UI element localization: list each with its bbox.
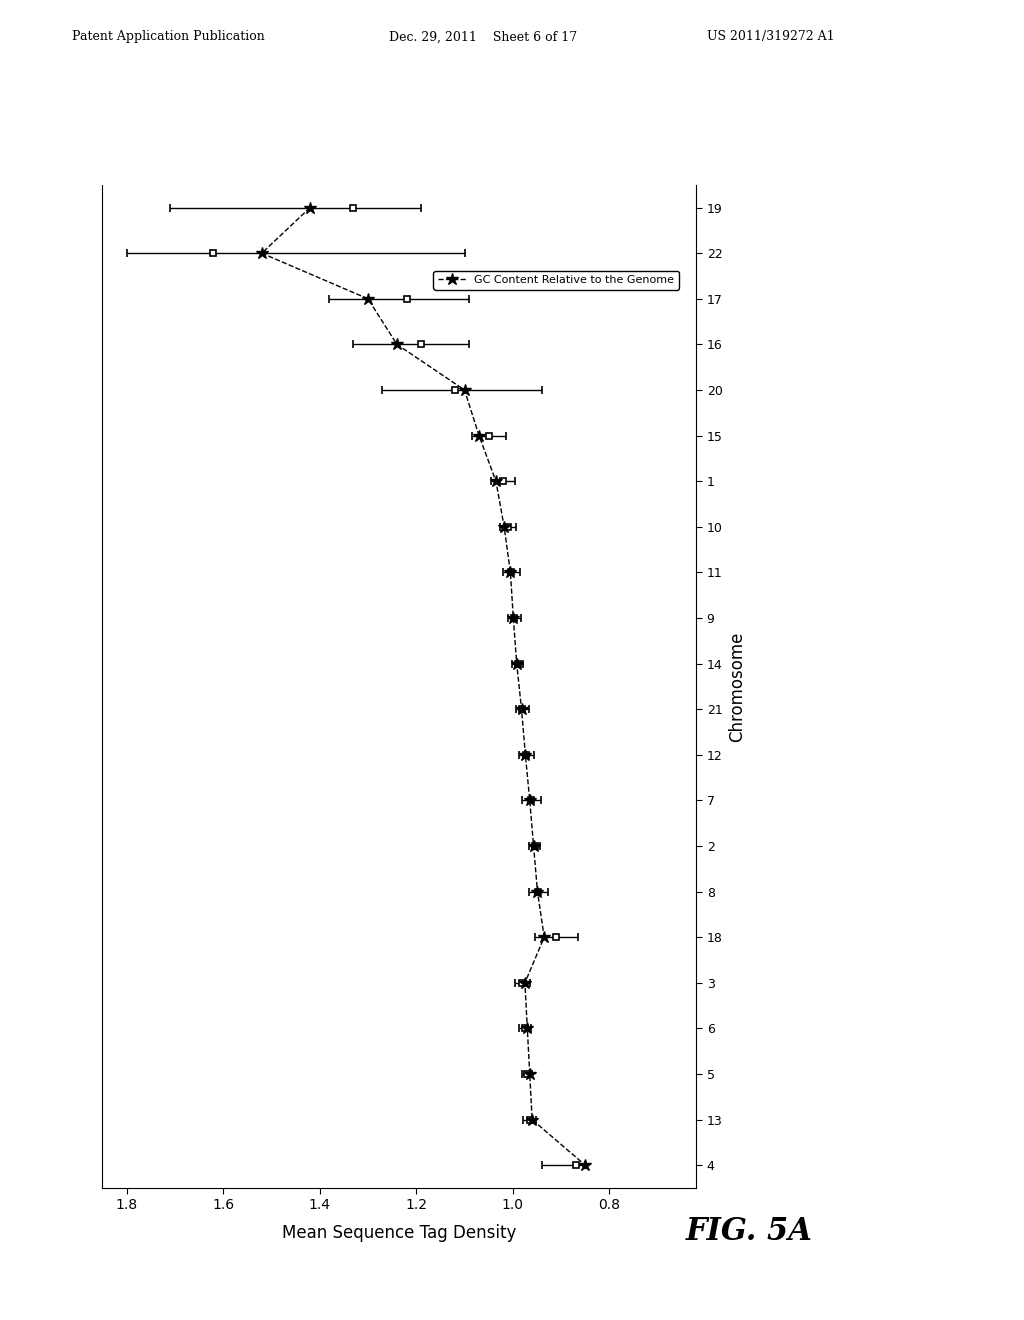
Text: FIG. 5A: FIG. 5A — [686, 1217, 813, 1247]
Text: Dec. 29, 2011    Sheet 6 of 17: Dec. 29, 2011 Sheet 6 of 17 — [389, 30, 578, 44]
Y-axis label: Chromosome: Chromosome — [728, 631, 746, 742]
Text: Patent Application Publication: Patent Application Publication — [72, 30, 264, 44]
X-axis label: Mean Sequence Tag Density: Mean Sequence Tag Density — [283, 1224, 516, 1242]
Text: US 2011/319272 A1: US 2011/319272 A1 — [707, 30, 835, 44]
Legend: GC Content Relative to the Genome: GC Content Relative to the Genome — [433, 271, 679, 289]
